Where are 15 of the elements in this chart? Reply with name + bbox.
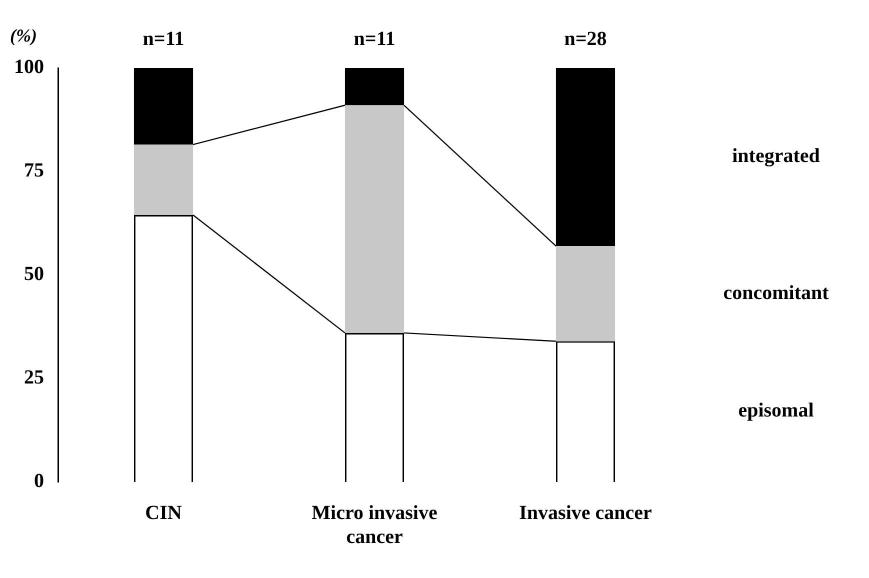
x-tick-label: CIN (145, 502, 182, 524)
y-tick-label: 75 (24, 160, 44, 182)
y-tick-label: 25 (24, 366, 44, 389)
y-tick-label: 0 (34, 470, 44, 492)
y-tick-label: 100 (14, 56, 44, 78)
annotation: n=28 (564, 28, 607, 50)
text: integrated (732, 145, 820, 168)
x-tick-label: Invasive cancer (519, 502, 652, 524)
y-axis-title: (%) (10, 26, 37, 46)
y-tick-label: 50 (24, 263, 44, 286)
x-tick-label: Micro invasive cancer (312, 502, 438, 548)
text: episomal (738, 399, 814, 422)
text: concomitant (723, 282, 830, 304)
annotation: n=11 (354, 28, 396, 50)
annotation: n=11 (142, 28, 184, 50)
